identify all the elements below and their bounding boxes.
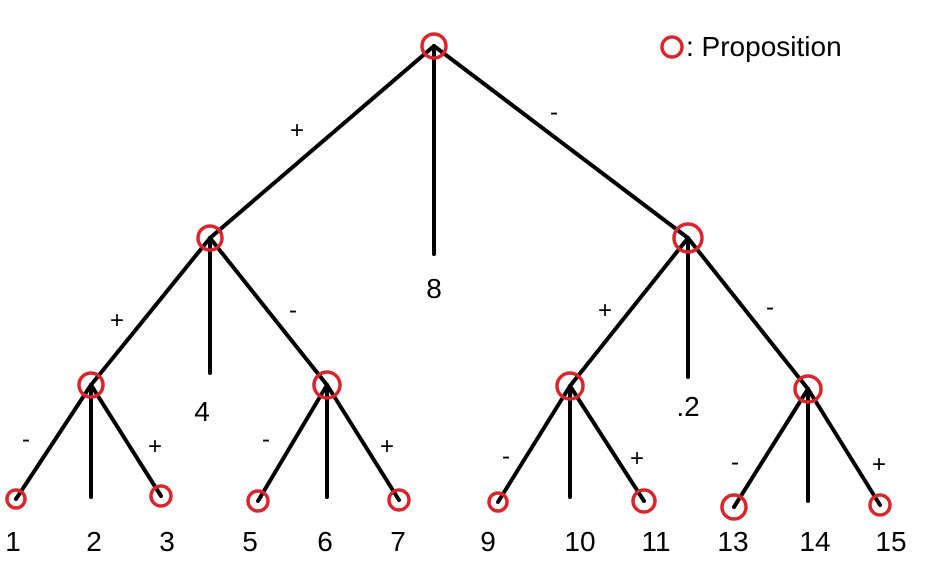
sign-d-right: + xyxy=(380,433,394,460)
proposition-node-f xyxy=(793,374,823,404)
edge-d-right xyxy=(325,383,401,502)
leaf-label-11: 11 xyxy=(641,526,670,557)
leaf-label-2: 2 xyxy=(86,526,102,557)
proposition-nodes xyxy=(5,32,892,521)
proposition-leaf-7 xyxy=(387,488,411,512)
edges xyxy=(14,44,882,509)
sign-f-right: + xyxy=(872,451,886,478)
sign-a-left: + xyxy=(110,307,124,334)
leaf-label-14: 14 xyxy=(799,526,830,557)
sign-e-right: + xyxy=(630,445,644,472)
sign-b-left: + xyxy=(598,297,612,324)
proposition-leaf-11 xyxy=(631,488,657,514)
edge-e-right xyxy=(568,384,646,503)
edge-f-right xyxy=(806,387,882,507)
proposition-leaf-9 xyxy=(487,491,509,513)
proposition-node-c xyxy=(77,371,105,399)
legend: : Proposition xyxy=(660,31,842,62)
leaf-label-10: 10 xyxy=(564,526,595,557)
edge-c-left xyxy=(14,383,93,501)
edge-root-right xyxy=(432,44,690,240)
proposition-leaf-13 xyxy=(720,493,748,521)
proposition-leaf-5 xyxy=(246,489,270,513)
edge-f-left xyxy=(732,387,810,509)
sign-c-right: + xyxy=(148,433,162,460)
proposition-leaf-1 xyxy=(5,488,27,510)
leaf-label-9: 9 xyxy=(480,526,496,557)
edge-b-right xyxy=(686,236,810,391)
edge-a-right xyxy=(208,236,329,387)
leaf-label-3: 3 xyxy=(159,526,175,557)
sign-c-left: - xyxy=(22,426,30,453)
edge-b-left xyxy=(568,236,690,388)
sign-root-right: - xyxy=(550,99,558,126)
legend-label: : Proposition xyxy=(686,31,842,62)
leaf-label-5: 5 xyxy=(242,526,258,557)
edge-c-right xyxy=(89,383,163,498)
leaf-label-4: 4 xyxy=(194,396,210,427)
leaf-label-7: 7 xyxy=(390,526,406,557)
proposition-node-a xyxy=(196,224,224,252)
sign-b-right: - xyxy=(766,294,774,321)
sign-e-left: - xyxy=(502,443,510,470)
edge-d-left xyxy=(256,383,329,503)
leaf-label-1: 1 xyxy=(5,526,21,557)
sign-root-left: + xyxy=(290,117,304,144)
proposition-node-e xyxy=(555,371,585,401)
proposition-node-root xyxy=(420,32,448,60)
edge-signs: + - + - + - - + - + - + - + xyxy=(22,99,886,478)
sign-f-left: - xyxy=(731,449,739,476)
proposition-node-b xyxy=(672,222,704,254)
sign-a-right: - xyxy=(289,297,297,324)
edge-a-left xyxy=(89,236,212,387)
leaf-label-15: 15 xyxy=(875,526,906,557)
sign-d-left: - xyxy=(262,426,270,453)
edge-root-left xyxy=(208,44,436,240)
leaf-label-8: 8 xyxy=(426,273,442,304)
leaf-labels: 8 4 .2 1 2 3 5 6 7 9 10 11 13 14 15 xyxy=(5,273,906,557)
proposition-node-d xyxy=(312,370,342,400)
leaf-label-12: .2 xyxy=(676,391,699,422)
legend-proposition-circle-icon xyxy=(660,35,684,59)
edge-e-left xyxy=(496,384,572,504)
leaf-label-6: 6 xyxy=(317,526,333,557)
proposition-leaf-3 xyxy=(149,484,173,508)
proposition-leaf-15 xyxy=(868,493,892,517)
leaf-label-13: 13 xyxy=(717,526,748,557)
